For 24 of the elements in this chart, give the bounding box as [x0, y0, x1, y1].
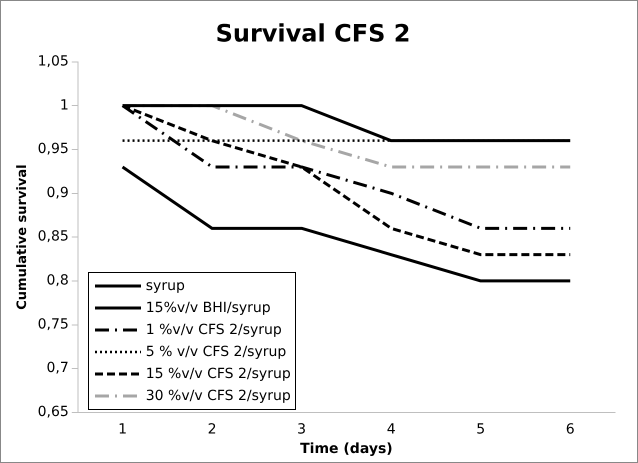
y-axis-title: Cumulative survival [15, 164, 30, 310]
legend-label: syrup [146, 278, 185, 294]
y-tick-label: 1,05 [38, 53, 69, 70]
x-tick-label: 6 [566, 421, 575, 438]
y-tick-label: 0,95 [38, 141, 69, 158]
x-tick-label: 3 [297, 421, 306, 438]
legend-label: 1 %v/v CFS 2/syrup [146, 322, 282, 338]
x-tick-label: 5 [476, 421, 486, 438]
y-tick-label: 0,65 [38, 404, 69, 420]
legend-label: 15%v/v BHI/syrup [146, 300, 271, 316]
chart-title: Survival CFS 2 [216, 20, 410, 48]
y-tick-label: 0,75 [38, 316, 69, 332]
y-tick-label: 1 [60, 97, 69, 114]
y-tick-label: 0,85 [38, 228, 69, 245]
legend-label: 15 %v/v CFS 2/syrup [146, 366, 291, 382]
legend-label: 5 % v/v CFS 2/syrup [146, 344, 286, 360]
x-tick-label: 4 [386, 421, 396, 438]
y-tick-label: 0,7 [46, 360, 69, 376]
x-axis-title: Time (days) [300, 441, 393, 458]
x-tick-label: 1 [118, 421, 127, 438]
y-tick-label: 0,9 [46, 184, 69, 201]
legend-label: 30 %v/v CFS 2/syrup [146, 388, 291, 404]
y-tick-label: 0,8 [46, 272, 69, 289]
x-tick-label: 2 [208, 421, 217, 438]
